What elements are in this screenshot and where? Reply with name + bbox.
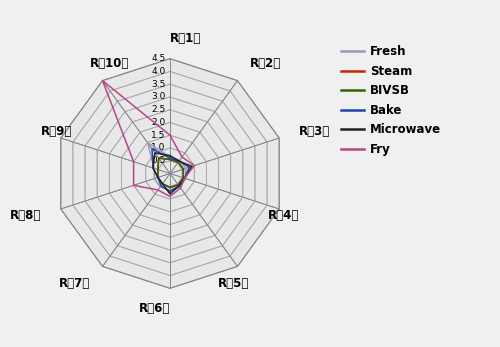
Polygon shape <box>61 59 279 288</box>
Text: 0.5: 0.5 <box>151 156 166 165</box>
Text: 2.5: 2.5 <box>151 105 166 114</box>
Text: 4.5: 4.5 <box>151 54 166 63</box>
Text: R（4）: R（4） <box>268 209 299 222</box>
Text: 1.5: 1.5 <box>151 131 166 140</box>
Text: R（7）: R（7） <box>59 277 90 290</box>
Text: R（9）: R（9） <box>41 125 72 138</box>
Text: R（8）: R（8） <box>10 209 41 222</box>
Text: 3.5: 3.5 <box>151 80 166 89</box>
Text: R（1）: R（1） <box>170 32 201 44</box>
Text: R（3）: R（3） <box>299 125 330 138</box>
Text: R（6）: R（6） <box>138 303 170 315</box>
Text: 2.0: 2.0 <box>151 118 166 127</box>
Text: 3.0: 3.0 <box>151 92 166 101</box>
Text: R（10）: R（10） <box>90 57 130 70</box>
Legend: Fresh, Steam, BIVSB, Bake, Microwave, Fry: Fresh, Steam, BIVSB, Bake, Microwave, Fr… <box>336 41 446 161</box>
Text: R（2）: R（2） <box>250 57 281 70</box>
Text: 4.0: 4.0 <box>151 67 166 76</box>
Text: R（5）: R（5） <box>218 277 250 290</box>
Text: 1.0: 1.0 <box>151 144 166 152</box>
